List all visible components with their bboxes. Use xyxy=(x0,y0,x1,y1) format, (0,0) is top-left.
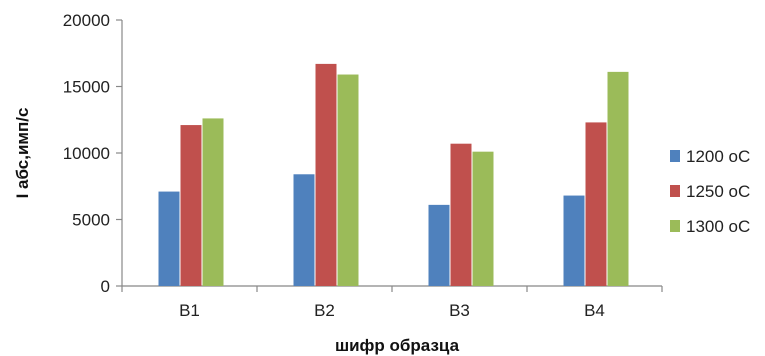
y-tick-label: 5000 xyxy=(72,211,110,230)
bar xyxy=(472,151,494,286)
bar xyxy=(607,71,629,287)
bar xyxy=(315,63,337,286)
x-tick-label: B2 xyxy=(314,301,335,320)
bar-series xyxy=(158,63,629,287)
bar xyxy=(450,143,472,286)
x-tick-label: B3 xyxy=(449,301,470,320)
x-tick-label: B4 xyxy=(584,301,605,320)
legend-swatch xyxy=(670,185,680,197)
x-axis-ticks: B1 B2 B3 B4 xyxy=(121,286,663,320)
bar xyxy=(202,118,224,286)
bar xyxy=(585,122,607,286)
bar xyxy=(158,191,180,286)
bar xyxy=(428,204,450,286)
legend-label: 1200 оС xyxy=(686,147,750,166)
bar xyxy=(293,174,315,286)
x-axis-title: шифр образца xyxy=(335,336,460,355)
chart-legend: 1200 оС 1250 оС 1300 оС xyxy=(670,147,750,236)
bar xyxy=(180,125,202,286)
legend-swatch xyxy=(670,220,680,232)
legend-label: 1300 оС xyxy=(686,217,750,236)
bar xyxy=(563,195,585,286)
bar xyxy=(337,74,359,286)
y-axis-title: I абс,имп/с xyxy=(13,108,32,199)
x-tick-label: B1 xyxy=(179,301,200,320)
legend-swatch xyxy=(670,150,680,162)
y-tick-label: 15000 xyxy=(63,78,110,97)
legend-label: 1250 оС xyxy=(686,182,750,201)
y-tick-label: 20000 xyxy=(63,11,110,30)
y-tick-label: 0 xyxy=(101,277,110,296)
y-axis-ticks: 0 5000 10000 15000 20000 xyxy=(63,11,122,296)
y-tick-label: 10000 xyxy=(63,144,110,163)
chart-axes: 0 5000 10000 15000 20000 B1 B2 B3 B4 xyxy=(63,11,663,320)
